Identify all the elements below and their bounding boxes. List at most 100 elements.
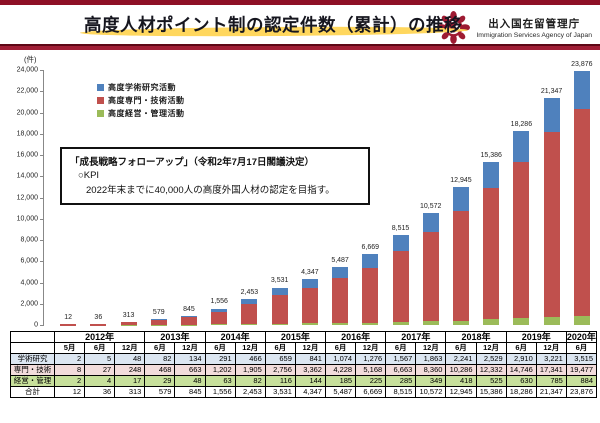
bar-segment: [301, 278, 318, 288]
table-cell: 1,863: [415, 353, 447, 365]
bar-segment: [573, 108, 590, 316]
table-corner-blank: [10, 342, 55, 354]
y-tick-mark: [40, 303, 44, 305]
bar-value-label: 12: [64, 314, 73, 321]
bar-group: 2,453: [234, 70, 264, 325]
y-tick-label: 14,000: [16, 172, 38, 180]
bar-segment: [543, 132, 560, 317]
bar-segment: [301, 287, 318, 324]
table-cell: 841: [294, 353, 326, 365]
table-cell: 6,663: [385, 364, 417, 376]
table-row: 専門・技術 8 27 248 468 663 1,202 1,905 2,756 3,362 4,2…: [10, 364, 598, 376]
y-tick-label: 24,000: [16, 66, 38, 74]
table-cell: 2,910: [505, 353, 537, 365]
table-year-header: 2013年: [144, 331, 206, 343]
y-tick-label: 10,000: [16, 215, 38, 223]
table-row-label: 専門・技術: [10, 364, 55, 376]
bar-segment: [422, 232, 439, 322]
table-cell: 4: [84, 375, 116, 387]
bar-segment: [362, 267, 379, 323]
bar-segment: [362, 322, 379, 325]
bar-value-label: 18,286: [510, 120, 533, 128]
stacked-bar: [483, 161, 500, 325]
stacked-bar: [241, 298, 258, 325]
legend-label: 高度専門・技術活動: [108, 96, 185, 105]
stacked-bar: [60, 324, 77, 325]
table-cell: 2,529: [475, 353, 507, 365]
table-cell: 36: [84, 386, 116, 398]
stacked-bar: [543, 98, 560, 325]
table-row-label: 経営・管理: [10, 375, 55, 387]
bar-segment: [392, 234, 409, 252]
table-row: 学術研究 2 5 48 82 134 291 466 659 841 1,074 1,276 1,567…: [10, 353, 598, 365]
y-tick-label: 0: [34, 321, 38, 329]
page-title-wrap: 高度人材ポイント制の認定件数（累計）の推移: [84, 12, 462, 37]
legend-label: 高度学術研究活動: [108, 83, 176, 92]
table-cell: 418: [445, 375, 477, 387]
table-cell: 2,241: [445, 353, 477, 365]
bar-value-label: 845: [183, 306, 195, 314]
table-month-header: 12月: [174, 342, 206, 354]
y-tick-mark: [40, 282, 44, 284]
table-cell: 17: [114, 375, 146, 387]
stacked-bar: [452, 187, 469, 325]
table-cell: 3,221: [535, 353, 567, 365]
table-cell: 10,286: [445, 364, 477, 376]
table-cell: 8: [53, 364, 86, 376]
table-year-header: 2014年: [204, 331, 266, 343]
table-cell: 14,746: [505, 364, 537, 376]
table-cell: 349: [415, 375, 447, 387]
bar-segment: [120, 322, 137, 325]
bar-value-label: 313: [122, 311, 135, 319]
bar-segment: [483, 161, 500, 189]
y-tick-mark: [40, 112, 44, 114]
bar-group: 36: [83, 70, 113, 325]
bar-segment: [180, 324, 197, 325]
stacked-bar: [211, 308, 228, 325]
table-year-header: 2012年: [53, 331, 146, 343]
table-cell: 12: [53, 386, 86, 398]
agency-name-en: Immigration Services Agency of Japan: [476, 32, 592, 39]
table-cell: 1,556: [204, 386, 236, 398]
stacked-bar: [362, 254, 379, 325]
table-year-header: 2016年: [324, 331, 387, 343]
bar-segment: [271, 294, 288, 324]
bar-segment: [543, 98, 560, 133]
table-row: 経営・管理 2 4 17 29 48 63 82 116 144 185 225 285 349 418 52…: [10, 375, 598, 387]
y-tick-label: 12,000: [16, 194, 38, 201]
stacked-bar: [392, 234, 409, 325]
bar-segment: [150, 319, 167, 325]
bar-segment: [271, 323, 288, 325]
legend-swatch-icon: [97, 97, 104, 104]
stacked-bar: [90, 324, 107, 325]
legend-swatch-icon: [97, 84, 104, 91]
table-cell: 8,515: [385, 386, 417, 398]
chart-legend: 高度学術研究活動 高度専門・技術活動 高度経営・管理活動: [97, 82, 185, 119]
table-year-header: 2015年: [264, 331, 326, 343]
stacked-bar: [120, 321, 137, 325]
bar-group: 579: [144, 70, 174, 325]
table-cell: 17,341: [535, 364, 567, 376]
table-cell: 3,515: [565, 353, 598, 365]
table-cell: 116: [264, 375, 296, 387]
bar-value-label: 4,347: [301, 268, 319, 276]
bar-group: 12: [53, 70, 83, 325]
bar-group: 10,572: [416, 70, 446, 325]
y-axis-unit-label: (件): [24, 55, 37, 64]
bar-group: 8,515: [385, 70, 415, 325]
table-cell: 1,202: [204, 364, 236, 376]
bar-segment: [483, 188, 500, 320]
plot-area: 12 36 313 579 845 1,556 2,453 3,531 4,347 5,487 6,…: [44, 61, 597, 325]
bar-segment: [422, 321, 439, 325]
table-month-header: 6月: [264, 342, 296, 354]
bar-segment: [150, 318, 167, 320]
bar-group: 845: [174, 70, 204, 325]
table-cell: 845: [174, 386, 206, 398]
bar-group: 15,386: [476, 70, 506, 325]
bar-group: 12,945: [446, 70, 476, 325]
bar-group: 6,669: [355, 70, 385, 325]
table-month-header: 6月: [565, 342, 598, 354]
bar-segment: [573, 315, 590, 325]
table-cell: 63: [204, 375, 236, 387]
